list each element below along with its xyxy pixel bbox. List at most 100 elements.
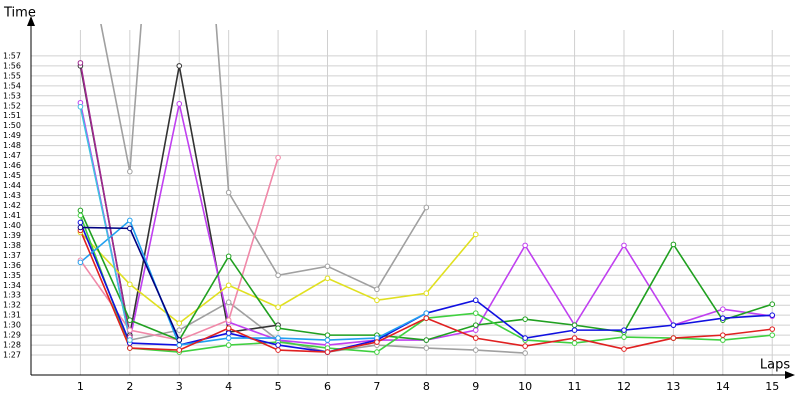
y-tick-label: 1:51 [3, 111, 21, 120]
data-point [225, 299, 232, 306]
x-tick-label: 1 [77, 380, 84, 393]
data-point [621, 346, 627, 352]
data-point [275, 304, 281, 310]
y-tick-label: 1:35 [3, 271, 21, 280]
data-point [522, 350, 528, 356]
data-point [472, 335, 479, 341]
data-point [127, 225, 133, 232]
y-tick-label: 1:41 [3, 211, 21, 220]
data-point [275, 325, 281, 331]
data-point [176, 320, 183, 326]
y-tick-label: 1:46 [3, 161, 21, 170]
x-tick-label: 5 [275, 380, 282, 393]
y-tick-label: 1:54 [3, 81, 21, 90]
data-point [769, 312, 776, 318]
x-arrow [785, 371, 795, 379]
x-tick-label: 4 [225, 380, 232, 393]
data-point [77, 212, 84, 219]
data-point [472, 347, 479, 353]
data-point [472, 322, 479, 328]
x-tick-label: 13 [666, 380, 680, 393]
data-point [571, 340, 578, 346]
data-point [621, 242, 627, 249]
data-point [225, 317, 232, 323]
data-point [472, 310, 479, 316]
y-tick-label: 1:48 [3, 141, 21, 150]
data-point [225, 189, 232, 196]
y-tick-label: 1:53 [3, 91, 21, 100]
data-point [127, 168, 133, 175]
data-point [670, 322, 677, 328]
y-tick-label: 1:38 [3, 241, 21, 250]
y-tick-label: 1:52 [3, 101, 21, 110]
data-point [670, 335, 677, 341]
data-point [720, 315, 726, 321]
y-tick-label: 1:32 [3, 301, 21, 310]
data-point [720, 337, 726, 343]
data-point [127, 337, 133, 343]
data-point [374, 339, 380, 345]
data-point [522, 242, 528, 249]
data-point [571, 322, 578, 328]
data-point [127, 317, 133, 323]
y-tick-label: 1:36 [3, 261, 21, 270]
data-point [225, 330, 232, 336]
y-tick-label: 1:57 [3, 51, 21, 60]
y-tick-label: 1:47 [3, 151, 21, 160]
series-line [79, 106, 131, 341]
data-point [77, 60, 84, 66]
series-line [79, 62, 131, 338]
data-point [324, 337, 331, 343]
data-point [670, 241, 677, 248]
data-point [275, 154, 281, 161]
y-tick-label: 1:34 [3, 281, 21, 290]
x-tick-label: 10 [518, 380, 532, 393]
data-point [571, 335, 578, 341]
y-tick-label: 1:45 [3, 171, 21, 180]
data-point [423, 315, 430, 321]
data-point [720, 332, 726, 338]
data-point [127, 327, 133, 333]
y-tick-label: 1:29 [3, 331, 21, 340]
x-tick-label: 12 [617, 380, 631, 393]
data-point [225, 325, 232, 331]
y-tick-label: 1:40 [3, 221, 21, 230]
data-point [522, 343, 528, 349]
data-point [77, 103, 84, 110]
data-point [720, 306, 726, 312]
y-tick-label: 1:27 [3, 351, 21, 360]
data-point [324, 349, 331, 355]
plot-area [77, 24, 776, 356]
y-tick-label: 1:30 [3, 321, 21, 330]
data-point [275, 342, 281, 348]
y-tick-label: 1:28 [3, 341, 21, 350]
x-tick-label: 15 [765, 380, 779, 393]
data-point [127, 217, 133, 224]
y-tick-label: 1:39 [3, 231, 21, 240]
data-point [275, 335, 281, 341]
data-point [176, 347, 183, 353]
x-tick-label: 11 [568, 380, 582, 393]
data-point [176, 100, 183, 107]
data-point [571, 327, 578, 333]
x-tick-label: 9 [472, 380, 479, 393]
data-point [472, 231, 479, 238]
data-point [77, 219, 84, 226]
x-tick-label: 6 [324, 380, 331, 393]
x-axis-label: Laps [760, 358, 790, 373]
data-point [374, 349, 380, 355]
y-tick-label: 1:42 [3, 201, 21, 210]
data-point [225, 282, 232, 289]
y-tick-label: 1:43 [3, 191, 21, 200]
y-tick-label: 1:44 [3, 181, 21, 190]
data-point [621, 327, 627, 333]
y-tick-label: 1:50 [3, 121, 21, 130]
data-point [225, 335, 232, 341]
x-tick-label: 2 [126, 380, 133, 393]
y-tick-label: 1:37 [3, 251, 21, 260]
data-point [769, 301, 776, 308]
data-point [275, 347, 281, 353]
y-tick-label: 1:55 [3, 71, 21, 80]
data-point [769, 326, 776, 332]
